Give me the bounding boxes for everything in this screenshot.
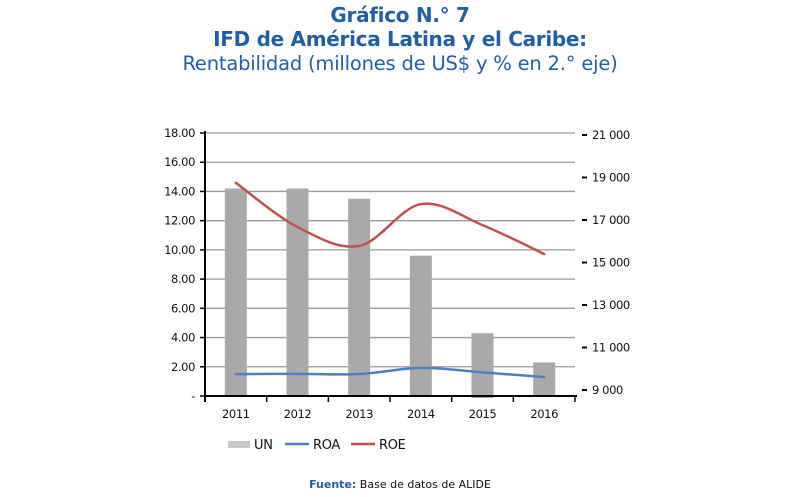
lines bbox=[234, 181, 546, 379]
y2-tick-label: 15 000 bbox=[592, 256, 630, 270]
y-tick-label: 8.00 bbox=[171, 272, 195, 286]
y-tick-label: 10.00 bbox=[164, 243, 195, 257]
legend-label-roa: ROA bbox=[313, 438, 340, 453]
y-tick-label: 12.00 bbox=[164, 214, 195, 228]
chart-title: IFD de América Latina y el Caribe: bbox=[213, 27, 587, 51]
chart: - 2.00 4.00 6.00 8.00 10.00 12.00 14.00 16.00 18.… bbox=[164, 126, 630, 453]
bar-2012 bbox=[286, 188, 309, 396]
y-tick-label: - bbox=[191, 389, 195, 403]
y2-tick-label: 17 000 bbox=[592, 213, 630, 227]
y-tick-label: 16.00 bbox=[164, 155, 195, 169]
x-tick-label: 2011 bbox=[222, 407, 250, 421]
y-tick-label: 18.00 bbox=[164, 126, 195, 140]
y-tick-label: 14.00 bbox=[164, 184, 195, 198]
source-note: Fuente: Base de datos de ALIDE bbox=[0, 478, 800, 491]
source-label: Fuente: bbox=[309, 478, 357, 491]
source-text: Base de datos de ALIDE bbox=[356, 478, 491, 491]
y-tick-label: 2.00 bbox=[171, 360, 195, 374]
x-tick-label: 2015 bbox=[469, 407, 497, 421]
bar-2014 bbox=[409, 255, 432, 396]
line-roe bbox=[234, 181, 546, 256]
y2-tick-label: 13 000 bbox=[592, 298, 630, 312]
x-axis-labels: 2011 2012 2013 2014 2015 2016 bbox=[222, 407, 558, 421]
y-axis-labels: - 2.00 4.00 6.00 8.00 10.00 12.00 14.00 16.00 18.… bbox=[164, 126, 196, 403]
axes bbox=[200, 131, 587, 402]
legend-label-un: UN bbox=[254, 438, 273, 453]
x-tick-label: 2013 bbox=[345, 407, 373, 421]
gridlines bbox=[205, 132, 575, 368]
x-tick-label: 2014 bbox=[407, 407, 435, 421]
legend: UN ROA ROE bbox=[228, 438, 406, 453]
line-roa bbox=[234, 366, 546, 379]
x-tick-label: 2016 bbox=[530, 407, 558, 421]
bar-2016 bbox=[533, 362, 556, 396]
y-tick-label: 6.00 bbox=[171, 301, 195, 315]
y2-tick-label: 11 000 bbox=[592, 341, 630, 355]
y2-axis-labels: 9 000 11 000 13 000 15 000 17 000 19 000 21 00… bbox=[592, 128, 630, 397]
chart-number-title: Gráfico N.° 7 bbox=[330, 3, 470, 27]
bars-un bbox=[224, 188, 556, 398]
bar-2015 bbox=[471, 333, 494, 398]
y2-tick-label: 21 000 bbox=[592, 128, 630, 142]
legend-label-roe: ROE bbox=[379, 438, 406, 453]
bar-2013 bbox=[348, 198, 371, 396]
x-tick-label: 2012 bbox=[284, 407, 312, 421]
bar-2011 bbox=[224, 188, 247, 396]
chart-subtitle: Rentabilidad (millones de US$ y % en 2.°… bbox=[182, 52, 618, 75]
y2-tick-label: 19 000 bbox=[592, 171, 630, 185]
legend-swatch-un bbox=[228, 441, 250, 448]
y2-tick-label: 9 000 bbox=[592, 383, 623, 397]
y-tick-label: 4.00 bbox=[171, 331, 195, 345]
